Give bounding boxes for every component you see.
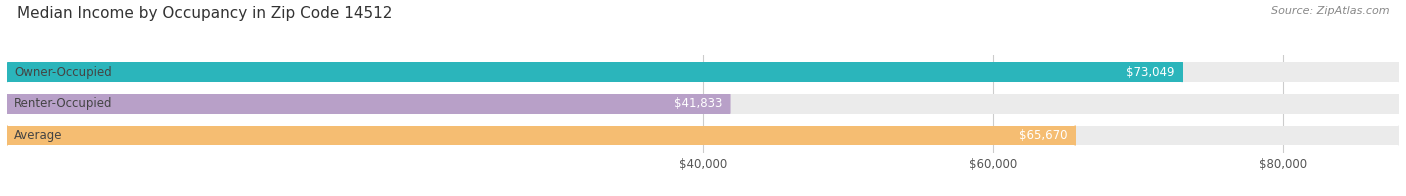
Bar <box>7 126 1399 145</box>
Text: Average: Average <box>14 129 63 142</box>
Bar <box>7 94 730 114</box>
Text: Owner-Occupied: Owner-Occupied <box>14 66 112 79</box>
Bar <box>7 63 1182 82</box>
Bar <box>7 94 1399 114</box>
Text: Source: ZipAtlas.com: Source: ZipAtlas.com <box>1271 6 1389 16</box>
Text: Median Income by Occupancy in Zip Code 14512: Median Income by Occupancy in Zip Code 1… <box>17 6 392 21</box>
Text: Renter-Occupied: Renter-Occupied <box>14 97 112 110</box>
Text: $41,833: $41,833 <box>673 97 723 110</box>
Text: $73,049: $73,049 <box>1126 66 1175 79</box>
Bar <box>7 126 1076 145</box>
Text: $65,670: $65,670 <box>1019 129 1069 142</box>
Bar <box>7 63 1399 82</box>
